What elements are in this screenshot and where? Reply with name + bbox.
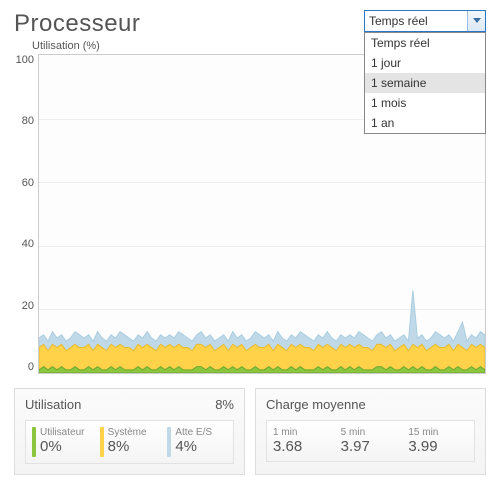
dropdown-option[interactable]: 1 semaine (365, 73, 485, 93)
load-value: 3.97 (341, 438, 401, 455)
page-title: Processeur (14, 10, 140, 38)
y-axis: 100 80 60 40 20 0 (14, 54, 38, 374)
util-label: Utilisateur (40, 427, 84, 438)
utilisation-item: Utilisateur0% (32, 427, 92, 457)
load-label: 1 min (273, 427, 333, 438)
dropdown-option[interactable]: Temps réel (365, 33, 485, 53)
dropdown-option[interactable]: 1 an (365, 113, 485, 133)
dropdown-option[interactable]: 1 jour (365, 53, 485, 73)
util-value: 0% (40, 438, 84, 455)
dropdown-selected-label: Temps réel (365, 14, 467, 28)
load-item: 15 min3.99 (408, 427, 468, 455)
color-bar (167, 427, 171, 457)
util-value: 4% (175, 438, 212, 455)
y-tick: 80 (22, 115, 34, 127)
y-tick: 20 (22, 300, 34, 312)
utilisation-item: Atte E/S4% (167, 427, 227, 457)
load-panel: Charge moyenne 1 min3.685 min3.9715 min3… (255, 388, 486, 475)
dropdown-selected[interactable]: Temps réel (364, 10, 486, 32)
utilisation-title: Utilisation (25, 397, 81, 412)
utilisation-item: Système8% (100, 427, 160, 457)
time-range-dropdown[interactable]: Temps réel Temps réel1 jour1 semaine1 mo… (364, 10, 486, 32)
color-bar (100, 427, 104, 457)
load-item: 5 min3.97 (341, 427, 401, 455)
util-label: Système (108, 427, 147, 438)
dropdown-option[interactable]: 1 mois (365, 93, 485, 113)
y-tick: 60 (22, 177, 34, 189)
load-label: 5 min (341, 427, 401, 438)
y-tick: 40 (22, 238, 34, 250)
y-tick: 0 (28, 361, 34, 373)
y-tick: 100 (16, 54, 34, 66)
load-item: 1 min3.68 (273, 427, 333, 455)
dropdown-list[interactable]: Temps réel1 jour1 semaine1 mois1 an (364, 32, 486, 134)
load-title: Charge moyenne (266, 397, 366, 412)
utilisation-total: 8% (215, 397, 234, 412)
utilisation-panel: Utilisation 8% Utilisateur0%Système8%Att… (14, 388, 245, 475)
util-value: 8% (108, 438, 147, 455)
load-value: 3.99 (408, 438, 468, 455)
chevron-down-icon[interactable] (467, 11, 485, 31)
load-label: 15 min (408, 427, 468, 438)
util-label: Atte E/S (175, 427, 212, 438)
color-bar (32, 427, 36, 457)
load-value: 3.68 (273, 438, 333, 455)
